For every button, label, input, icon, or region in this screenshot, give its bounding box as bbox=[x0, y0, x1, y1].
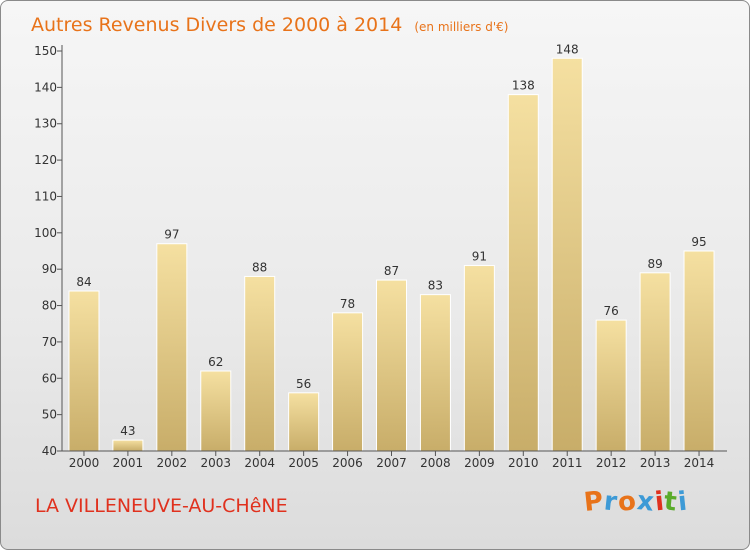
data-label-2006: 78 bbox=[340, 297, 355, 311]
bar-2000 bbox=[68, 290, 100, 452]
bar-2007 bbox=[376, 279, 407, 452]
x-tick-label-2001: 2001 bbox=[113, 456, 144, 470]
data-label-2007: 87 bbox=[384, 264, 399, 278]
y-tick-label: 120 bbox=[34, 153, 57, 167]
bar-2006 bbox=[332, 312, 364, 452]
x-tick-label-2003: 2003 bbox=[200, 456, 231, 470]
data-label-2010: 138 bbox=[512, 79, 535, 93]
y-tick-label: 140 bbox=[34, 80, 57, 94]
x-tick-label-2004: 2004 bbox=[244, 456, 275, 470]
x-tick-label-2000: 2000 bbox=[69, 456, 100, 470]
y-tick-label: 90 bbox=[42, 262, 57, 276]
x-tick-label-2006: 2006 bbox=[332, 456, 363, 470]
bar-2005 bbox=[288, 392, 320, 452]
bar-2009 bbox=[463, 265, 495, 452]
proxiti-logo: Proxiti bbox=[582, 486, 690, 518]
data-label-2005: 56 bbox=[296, 377, 311, 391]
x-tick-label-2007: 2007 bbox=[376, 456, 407, 470]
bar-2012 bbox=[595, 319, 627, 452]
data-label-2009: 91 bbox=[472, 250, 487, 264]
axes-group: 40 50 60 70 80 90 100 110 120 130 140 150 2000 2001 20… bbox=[34, 44, 727, 470]
y-tick-label: 50 bbox=[42, 408, 57, 422]
data-label-2008: 83 bbox=[428, 279, 443, 293]
y-tick-label: 40 bbox=[42, 444, 57, 458]
data-label-2001: 43 bbox=[120, 424, 135, 438]
bar-2013 bbox=[639, 272, 671, 452]
data-label-2000: 84 bbox=[76, 275, 91, 289]
x-tick-label-2010: 2010 bbox=[508, 456, 539, 470]
x-tick-label-2012: 2012 bbox=[596, 456, 627, 470]
x-tick-label-2009: 2009 bbox=[464, 456, 495, 470]
bar-2003 bbox=[200, 370, 232, 452]
chart-title: Autres Revenus Divers de 2000 à 2014 (en… bbox=[31, 14, 508, 36]
y-tick-label: 130 bbox=[34, 117, 57, 131]
data-label-2012: 76 bbox=[604, 304, 619, 318]
data-label-2003: 62 bbox=[208, 355, 223, 369]
bar-2010 bbox=[507, 94, 539, 452]
data-label-2004: 88 bbox=[252, 260, 267, 274]
y-tick-label: 70 bbox=[42, 335, 57, 349]
chart-subtitle: (en milliers d'€) bbox=[414, 20, 508, 34]
y-tick-label: 60 bbox=[42, 371, 57, 385]
x-tick-label-2002: 2002 bbox=[157, 456, 188, 470]
bar-2014 bbox=[683, 250, 715, 452]
x-tick-label-2005: 2005 bbox=[288, 456, 319, 470]
bar-2011 bbox=[551, 57, 583, 452]
bar-2002 bbox=[156, 243, 188, 452]
bar-2001 bbox=[112, 439, 144, 452]
y-tick-label: 110 bbox=[34, 189, 57, 203]
bar-2008 bbox=[419, 294, 451, 452]
bars-group: 84 43 97 62 88 56 78 87 83 91 138 148 76 89 95 bbox=[68, 42, 715, 452]
location-label: LA VILLENEUVE-AU-CHêNE bbox=[35, 495, 288, 517]
bar-2004 bbox=[244, 275, 276, 452]
x-tick-label-2013: 2013 bbox=[640, 456, 671, 470]
y-tick-label: 80 bbox=[42, 299, 57, 313]
data-label-2011: 148 bbox=[556, 42, 579, 56]
logo-letter: i bbox=[676, 486, 690, 518]
x-tick-label-2014: 2014 bbox=[684, 456, 715, 470]
x-tick-label-2008: 2008 bbox=[420, 456, 451, 470]
x-tick-label-2011: 2011 bbox=[552, 456, 583, 470]
y-tick-label: 150 bbox=[34, 44, 57, 58]
data-label-2013: 89 bbox=[647, 257, 662, 271]
data-label-2002: 97 bbox=[164, 228, 179, 242]
chart-title-text: Autres Revenus Divers de 2000 à 2014 bbox=[31, 14, 402, 36]
data-label-2014: 95 bbox=[691, 235, 706, 249]
y-tick-label: 100 bbox=[34, 226, 57, 240]
